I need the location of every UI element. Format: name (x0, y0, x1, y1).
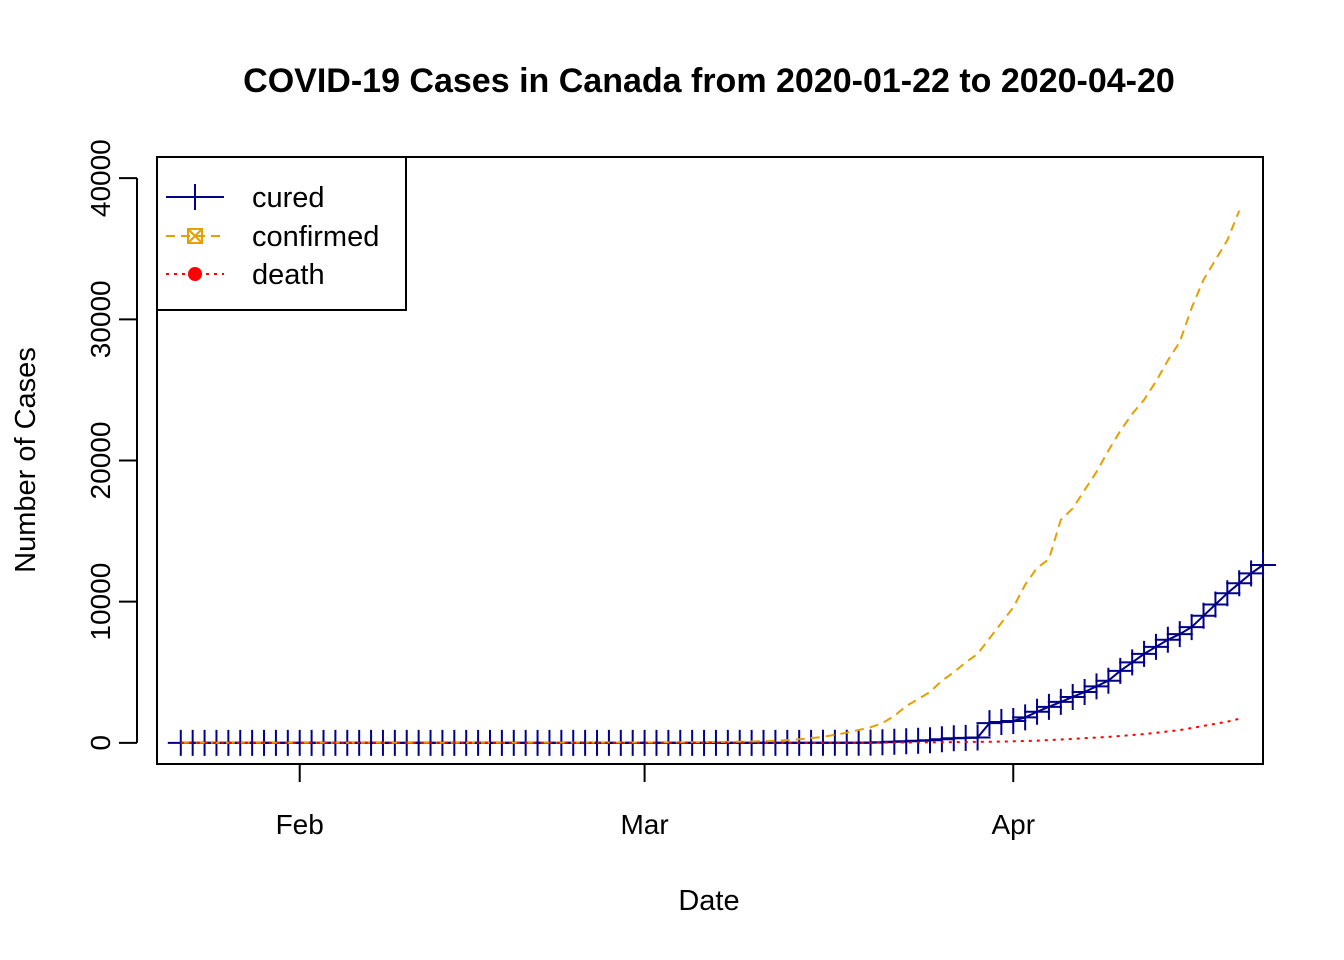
legend-label-death: death (252, 259, 325, 291)
y-tick-label-30000: 30000 (85, 280, 116, 358)
cured-point-70 (1000, 707, 1027, 734)
cured-point-78 (1095, 667, 1122, 694)
death-line (180, 717, 1240, 744)
plot-area (156, 156, 1264, 765)
cured-point-87 (1202, 591, 1229, 618)
series-cured (167, 551, 1276, 756)
x-axis-label: Date (678, 885, 739, 917)
cured-point-72 (1024, 698, 1051, 725)
cured-point-83 (1154, 626, 1181, 653)
y-tick-label-20000: 20000 (85, 422, 116, 500)
legend: cured confirmed death (156, 156, 407, 311)
cured-point-71 (1012, 704, 1039, 731)
cured-point-82 (1142, 633, 1169, 660)
y-tick-label-10000: 10000 (85, 563, 116, 641)
y-tick-label-40000: 40000 (85, 139, 116, 217)
cured-point-68 (976, 710, 1003, 737)
chart-title: COVID-19 Cases in Canada from 2020-01-22… (243, 62, 1175, 100)
legend-marker-cross-confirmed (187, 228, 203, 244)
cured-point-91 (1250, 551, 1276, 578)
legend-label-confirmed: confirmed (252, 221, 379, 253)
y-axis: 0 10000 20000 30000 40000 (85, 139, 138, 751)
legend-label-cured: cured (252, 182, 325, 214)
cured-point-69 (988, 709, 1015, 736)
series-death (180, 717, 1240, 744)
cured-point-86 (1190, 602, 1217, 629)
y-tick-label-0: 0 (85, 735, 116, 751)
legend-marker-death (188, 267, 202, 281)
cured-line (180, 564, 1264, 744)
legend-item-confirmed: confirmed (166, 221, 379, 253)
legend-item-cured: cured (166, 182, 325, 214)
legend-marker-cured (182, 184, 208, 210)
cured-point-76 (1071, 679, 1098, 706)
x-axis: Feb Mar Apr (276, 764, 1035, 840)
cured-point-77 (1083, 673, 1110, 700)
cured-point-89 (1226, 570, 1253, 597)
y-axis-label: Number of Cases (10, 347, 42, 573)
cured-point-88 (1214, 580, 1241, 607)
cured-point-73 (1035, 693, 1062, 720)
cured-point-81 (1131, 640, 1158, 667)
x-tick-label-feb: Feb (276, 809, 324, 840)
series-layer (167, 210, 1276, 756)
x-tick-label-mar: Mar (620, 809, 668, 840)
cured-point-67 (964, 724, 991, 751)
legend-item-death: death (166, 259, 325, 291)
cured-point-85 (1178, 614, 1205, 641)
cured-point-74 (1047, 688, 1074, 715)
x-tick-label-apr: Apr (991, 809, 1035, 840)
cured-point-84 (1166, 621, 1193, 648)
cured-point-75 (1059, 683, 1086, 710)
legend-marker-confirmed (187, 228, 203, 244)
legend-items: cured confirmed death (166, 182, 379, 291)
